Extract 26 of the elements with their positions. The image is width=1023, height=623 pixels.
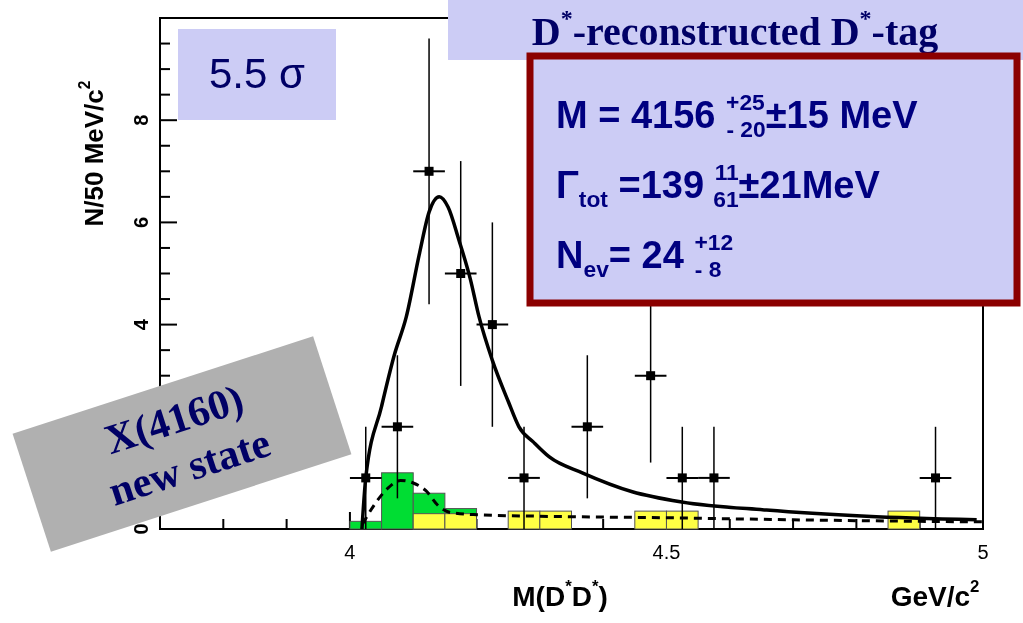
label-box: 5.5 σ [178, 29, 336, 120]
point [519, 473, 529, 483]
x-axis-title: M(D$^{*}$D$^{*}$) [512, 577, 608, 612]
point [709, 473, 719, 483]
title-box: D$^{*}$-reconstructed D$^{*}$-tag [448, 0, 1023, 60]
x-tick-label: 4.5 [652, 541, 681, 563]
point [582, 422, 592, 432]
point [456, 269, 466, 278]
y-tick-label: 4 [130, 318, 152, 331]
point [361, 473, 371, 483]
point [424, 166, 434, 176]
chart-title: D$^{*}$-reconstructed D$^{*}$-tag [531, 4, 939, 54]
point [677, 473, 687, 483]
x-tick-label: 5 [977, 541, 989, 563]
point [487, 320, 497, 330]
point [931, 473, 941, 483]
point [392, 422, 402, 432]
annotation: Γ$_{tot}$ =139 $^{11}$$_{61}$±21MeV [556, 158, 881, 213]
y-tick-label: 6 [130, 216, 152, 228]
x-tick-label: 4 [344, 541, 356, 563]
y-tick-label: 8 [130, 114, 152, 126]
y-tick-label: 0 [130, 523, 152, 535]
annotation: M = 4156 $^{+25}$$_{- 20}$±15 MeV [556, 88, 919, 143]
text: GeV/c$^{2}$ [890, 577, 980, 612]
point [646, 371, 656, 381]
annotation: 5.5 σ [209, 50, 306, 97]
